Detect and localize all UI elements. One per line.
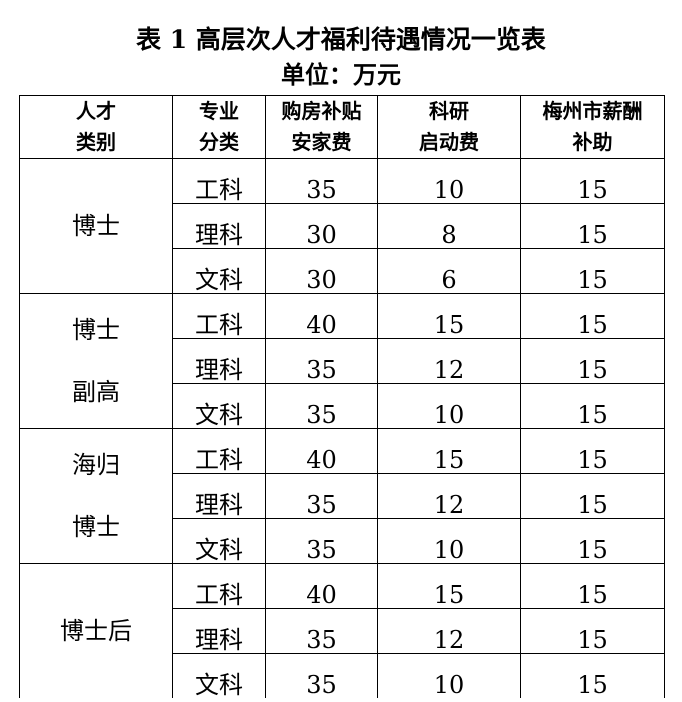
salary-cell: 15: [520, 248, 665, 294]
header-row: 人才 类别 专业 分类 购房补贴 安家费 科研 启动费 梅州市薪酬 补助: [19, 95, 665, 159]
salary-cell: 15: [520, 338, 665, 384]
major-cell: 文科: [172, 383, 266, 429]
housing-cell: 35: [265, 608, 378, 654]
category-cell: 博士后: [19, 563, 173, 698]
category-label: 海归: [72, 451, 120, 479]
header-salary: 梅州市薪酬 补助: [520, 95, 665, 159]
category-label: 博士: [72, 316, 120, 344]
research-cell: 10: [377, 383, 521, 429]
major-cell: 工科: [172, 428, 266, 474]
salary-cell: 15: [520, 293, 665, 339]
salary-cell: 15: [520, 653, 665, 698]
housing-cell: 35: [265, 383, 378, 429]
major-cell: 文科: [172, 653, 266, 698]
table-row: 博士 副高 工科 40 15 15: [19, 293, 665, 429]
table-title: 表 1 高层次人才福利待遇情况一览表: [136, 25, 546, 54]
salary-cell: 15: [520, 518, 665, 564]
research-cell: 12: [377, 473, 521, 519]
major-cell: 理科: [172, 203, 266, 249]
table-row: 博士 工科 35 10 15: [19, 158, 665, 294]
housing-cell: 35: [265, 473, 378, 519]
table-row: 博士后 工科 40 15 15: [19, 563, 665, 698]
table-row: 理科 30 8 15: [20, 203, 665, 249]
major-cell: 工科: [172, 563, 266, 609]
header-category: 人才 类别: [19, 95, 173, 159]
salary-cell: 15: [520, 608, 665, 654]
unit-label: 单位：万元: [281, 60, 401, 89]
major-cell: 工科: [172, 293, 266, 339]
header-research: 科研 启动费: [377, 95, 521, 159]
major-cell: 理科: [172, 473, 266, 519]
research-cell: 8: [377, 203, 521, 249]
table-row: 文科 35 10 15: [20, 653, 665, 698]
research-cell: 15: [377, 293, 521, 339]
category-cell: 海归 博士: [19, 428, 173, 564]
major-cell: 理科: [172, 338, 266, 384]
table-row: 文科 35 10 15: [20, 518, 665, 564]
category-cell: 博士 副高: [19, 293, 173, 429]
housing-cell: 30: [265, 203, 378, 249]
table-row: 理科 35 12 15: [20, 338, 665, 384]
housing-cell: 35: [265, 518, 378, 564]
header-housing: 购房补贴 安家费: [265, 95, 378, 159]
category-label: 副高: [72, 378, 120, 406]
salary-cell: 15: [520, 428, 665, 474]
research-cell: 15: [377, 563, 521, 609]
research-cell: 15: [377, 428, 521, 474]
major-cell: 理科: [172, 608, 266, 654]
salary-cell: 15: [520, 563, 665, 609]
salary-cell: 15: [520, 473, 665, 519]
major-cell: 文科: [172, 248, 266, 294]
research-cell: 12: [377, 338, 521, 384]
table-row: 理科 35 12 15: [20, 608, 665, 654]
category-label: 博士: [72, 212, 120, 240]
category-label: 博士后: [60, 617, 132, 645]
major-cell: 文科: [172, 518, 266, 564]
housing-cell: 30: [265, 248, 378, 294]
table-row: 海归 博士 工科 40 15 15: [19, 428, 665, 564]
welfare-table: 人才 类别 专业 分类 购房补贴 安家费 科研 启动费 梅州市薪酬 补助 博士 工科 35 10…: [19, 95, 665, 698]
header-major: 专业 分类: [172, 95, 266, 159]
salary-cell: 15: [520, 158, 665, 204]
table-row: 理科 35 12 15: [20, 473, 665, 519]
table-row: 文科 35 10 15: [20, 383, 665, 429]
research-cell: 10: [377, 518, 521, 564]
category-label: 博士: [72, 513, 120, 541]
housing-cell: 40: [265, 293, 378, 339]
category-cell: 博士: [19, 158, 173, 294]
table-row: 文科 30 6 15: [20, 248, 665, 294]
research-cell: 6: [377, 248, 521, 294]
research-cell: 10: [377, 653, 521, 698]
salary-cell: 15: [520, 383, 665, 429]
housing-cell: 35: [265, 158, 378, 204]
salary-cell: 15: [520, 203, 665, 249]
housing-cell: 35: [265, 653, 378, 698]
housing-cell: 35: [265, 338, 378, 384]
research-cell: 12: [377, 608, 521, 654]
housing-cell: 40: [265, 563, 378, 609]
research-cell: 10: [377, 158, 521, 204]
major-cell: 工科: [172, 158, 266, 204]
housing-cell: 40: [265, 428, 378, 474]
